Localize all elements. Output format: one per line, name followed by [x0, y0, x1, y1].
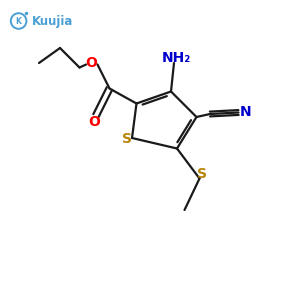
Text: O: O — [88, 115, 101, 129]
Text: S: S — [197, 167, 207, 181]
Text: O: O — [85, 56, 97, 70]
Text: N: N — [239, 105, 251, 119]
Text: NH₂: NH₂ — [162, 51, 191, 64]
Text: Kuujia: Kuujia — [32, 14, 73, 28]
Text: K: K — [16, 16, 22, 26]
Text: S: S — [122, 133, 132, 146]
